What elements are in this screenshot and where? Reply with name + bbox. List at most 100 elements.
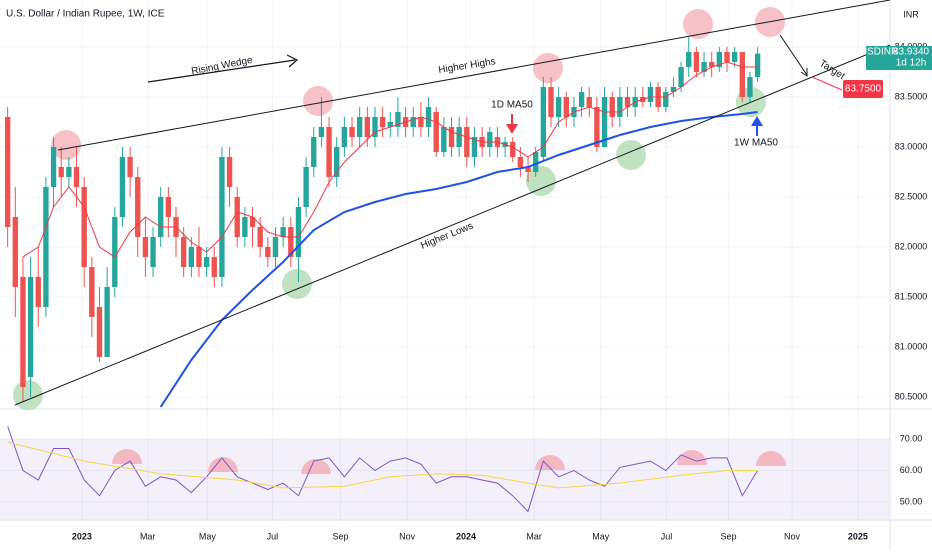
candle-body — [127, 157, 133, 177]
candle-body — [517, 157, 524, 167]
rsi-bump — [112, 449, 142, 464]
candle-body — [686, 52, 692, 67]
candle-body — [188, 247, 194, 267]
candle-body — [43, 187, 49, 307]
candle-body — [272, 237, 279, 257]
candle-body — [196, 247, 202, 267]
candle-body — [448, 127, 455, 147]
last-price-label: 83.9340 — [893, 47, 930, 58]
candle-body — [318, 127, 325, 137]
rsi-bump — [301, 459, 331, 474]
candle-body — [701, 62, 707, 72]
candle-body — [150, 237, 156, 267]
grid — [0, 0, 890, 520]
low-circle — [616, 140, 646, 170]
candle-body — [303, 167, 309, 207]
target-arrowhead — [800, 68, 808, 77]
candle-body — [73, 167, 80, 187]
line-series — [22, 61, 758, 258]
target-tag — [843, 80, 883, 98]
candle-body — [4, 117, 11, 227]
candle-body — [349, 127, 355, 137]
y-tick-label: 81.0000 — [895, 341, 928, 351]
candle-body — [724, 52, 730, 62]
axes: 80.5000 81.0000 81.5000 82.0000 82.5000 83.00… — [72, 41, 927, 541]
candle-body — [456, 127, 462, 147]
candle-body — [586, 97, 592, 107]
upper-trendline — [57, 0, 891, 151]
candle-body — [395, 112, 401, 127]
candle-body — [663, 92, 669, 107]
candle-body — [387, 122, 393, 127]
candle-body — [288, 227, 294, 257]
candle-body — [487, 132, 493, 147]
y-tick-label: 80.5000 — [895, 391, 928, 401]
line-series — [159, 111, 758, 408]
rsi-bump — [535, 455, 565, 470]
candle-body — [464, 127, 470, 157]
lower-trendline — [14, 44, 891, 406]
currency: INR — [903, 9, 919, 19]
countdown-label: 1d 12h — [896, 58, 927, 69]
x-tick-label: 2025 — [848, 531, 868, 541]
candle-body — [425, 107, 432, 127]
rsi-tick-label: 70.00 — [900, 433, 923, 443]
candle-body — [670, 87, 677, 92]
wedge-arrow — [147, 59, 296, 83]
candle-body — [739, 52, 745, 97]
candle-body — [295, 207, 302, 257]
high-circle — [533, 53, 563, 83]
candle-body — [601, 97, 608, 147]
candle-body — [104, 287, 110, 357]
candle-body — [158, 197, 164, 237]
candle-body — [678, 67, 684, 87]
low-markers — [13, 87, 766, 410]
x-tick-label: Jul — [661, 531, 673, 541]
candle-body — [563, 97, 569, 117]
rsi-high-markers — [112, 449, 786, 474]
candle-body — [311, 137, 317, 167]
high-circle — [51, 130, 81, 160]
candle-body — [709, 62, 715, 67]
candle-body — [219, 157, 225, 277]
x-tick-label: Nov — [784, 531, 801, 541]
high-circle — [303, 86, 333, 116]
symbol-label: USDINR — [860, 47, 898, 58]
blue-arrow — [751, 116, 763, 136]
target-arrow — [779, 34, 808, 76]
candle-body — [372, 117, 378, 137]
candle-body — [533, 152, 539, 172]
candle-body — [142, 237, 149, 257]
symbol-tag — [866, 46, 892, 70]
candle-body — [594, 107, 600, 147]
candle-body — [418, 117, 424, 127]
candle-body — [35, 277, 41, 307]
x-tick-label: Mar — [140, 531, 156, 541]
candle-body — [379, 117, 386, 127]
annotation: 1D MA50 — [491, 100, 533, 111]
candle-body — [81, 187, 87, 267]
candle-body — [135, 177, 141, 237]
rsi-bump — [677, 450, 707, 465]
candle-body — [203, 257, 210, 267]
candle-body — [510, 142, 516, 157]
x-tick-label: Sep — [333, 531, 349, 541]
candle-body — [242, 217, 248, 237]
y-tick-label: 82.0000 — [895, 241, 928, 251]
candle-body — [410, 117, 416, 127]
candle-body — [257, 227, 263, 247]
rsi-tick-label: 60.00 — [900, 465, 923, 475]
y-tick-label: 83.0000 — [895, 141, 928, 151]
y-tick-label: 81.5000 — [895, 291, 928, 301]
candle-body — [364, 117, 371, 137]
high-circle — [683, 9, 713, 39]
candle-body — [112, 217, 118, 287]
x-tick-label: May — [199, 531, 217, 541]
candle-body — [441, 127, 447, 152]
candle-body — [12, 217, 18, 287]
annotation: 1W MA50 — [734, 138, 778, 149]
candle-body — [555, 97, 562, 117]
candle-body — [617, 97, 623, 117]
plot — [4, 37, 761, 513]
candle-body — [165, 197, 172, 217]
